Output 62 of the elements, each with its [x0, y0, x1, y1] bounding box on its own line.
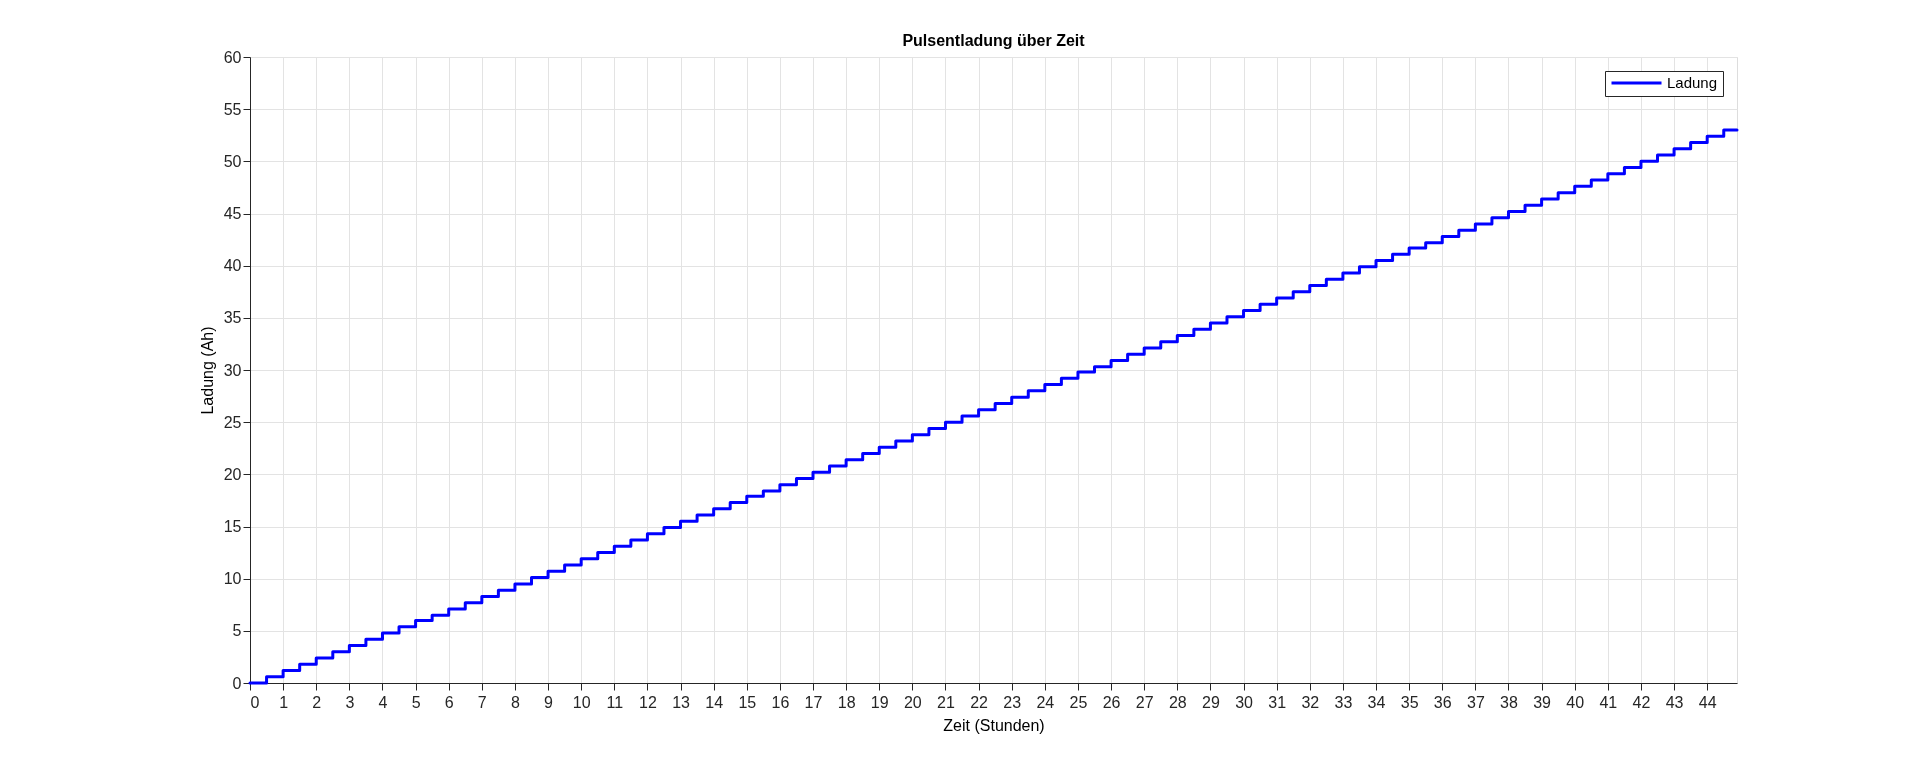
x-tick-label: 38	[1500, 693, 1518, 711]
x-tick-label: 4	[378, 693, 388, 711]
x-tick-label: 35	[1400, 693, 1419, 711]
x-tick-label: 6	[444, 693, 454, 711]
y-tick-label: 0	[232, 674, 242, 692]
x-tick-label: 11	[606, 693, 624, 711]
x-tick-label: 19	[870, 693, 889, 711]
x-tick-label: 10	[572, 693, 591, 711]
x-tick-label: 25	[1069, 693, 1088, 711]
x-tick-label: 12	[639, 693, 657, 711]
x-tick-label: 28	[1168, 693, 1187, 711]
y-tick-label: 5	[232, 622, 242, 640]
x-tick-label: 40	[1566, 693, 1585, 711]
x-tick-label: 14	[705, 693, 724, 711]
x-tick-label: 32	[1301, 693, 1320, 711]
x-tick-label: 18	[837, 693, 856, 711]
x-tick-label: 22	[970, 693, 989, 711]
y-tick-label: 20	[223, 465, 242, 483]
x-tick-label: 23	[1003, 693, 1022, 711]
y-tick-label: 25	[223, 413, 242, 431]
x-tick-label: 2	[312, 693, 322, 711]
x-tick-label: 1	[279, 693, 289, 711]
x-tick-label: 30	[1235, 693, 1254, 711]
x-tick-label: 36	[1433, 693, 1452, 711]
y-tick-label: 10	[223, 570, 242, 588]
x-axis-title: Zeit (Stunden)	[943, 716, 1045, 734]
x-tick-label: 26	[1102, 693, 1121, 711]
x-tick-label: 43	[1665, 693, 1684, 711]
x-tick-label: 20	[903, 693, 922, 711]
legend-label: Ladung	[1667, 74, 1718, 91]
x-tick-label: 13	[672, 693, 691, 711]
y-tick-label: 40	[223, 257, 242, 275]
x-tick-label: 37	[1466, 693, 1485, 711]
x-tick-label: 34	[1367, 693, 1386, 711]
x-tick-label: 31	[1268, 693, 1287, 711]
x-tick-label: 42	[1632, 693, 1651, 711]
x-tick-label: 7	[477, 693, 487, 711]
y-tick-label: 50	[223, 152, 242, 170]
x-tick-label: 33	[1334, 693, 1353, 711]
x-tick-label: 24	[1036, 693, 1055, 711]
y-tick-label: 15	[223, 518, 242, 535]
y-axis-title: Ladung (Ah)	[198, 326, 216, 415]
x-tick-label: 15	[738, 693, 757, 711]
x-tick-label: 27	[1135, 693, 1154, 711]
x-tick-label: 3	[345, 693, 355, 711]
x-tick-label: 17	[804, 693, 823, 711]
x-tick-label: 21	[937, 693, 955, 711]
y-tick-label: 45	[223, 205, 242, 222]
y-tick-label: 60	[223, 48, 242, 66]
y-tick-label: 55	[223, 100, 242, 118]
x-tick-label: 44	[1698, 693, 1717, 711]
x-tick-label: 16	[771, 693, 790, 711]
x-tick-label: 39	[1533, 693, 1552, 711]
x-tick-label: 29	[1202, 693, 1220, 711]
x-tick-label: 5	[411, 693, 421, 711]
chart-title: Pulsentladung über Zeit	[902, 32, 1086, 49]
x-tick-label: 0	[250, 693, 260, 711]
x-tick-label: 41	[1599, 693, 1618, 711]
y-tick-label: 35	[223, 309, 242, 327]
y-tick-label: 30	[223, 361, 242, 379]
x-tick-label: 9	[544, 693, 554, 711]
x-tick-label: 8	[510, 693, 520, 711]
